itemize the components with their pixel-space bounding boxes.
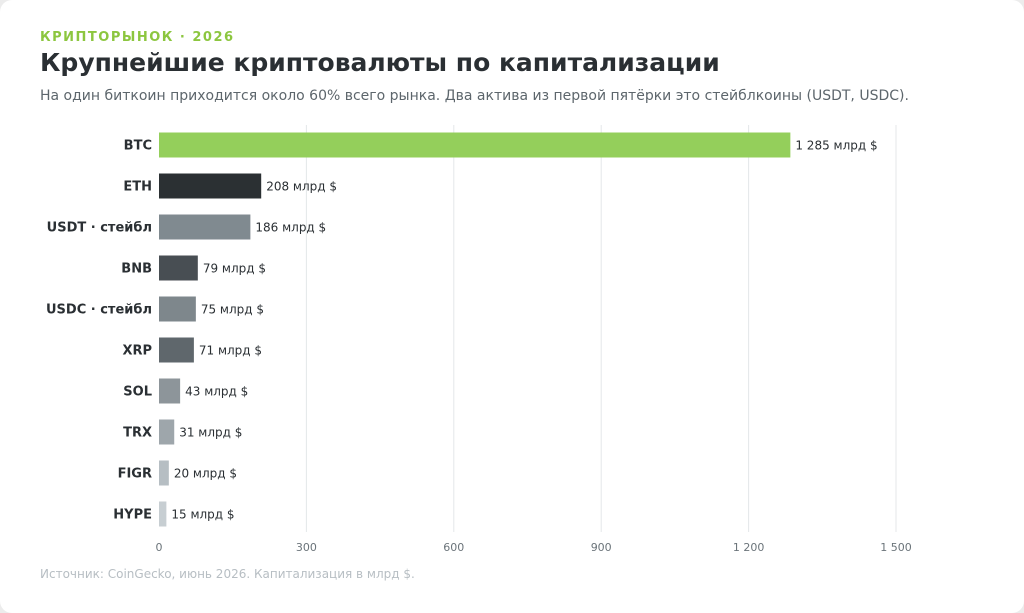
category-label: BNB [121, 262, 152, 277]
x-tick-label: 300 [296, 541, 317, 554]
value-label: 71 млрд $ [199, 344, 262, 358]
category-label: FIGR [118, 467, 152, 482]
bar-5 [159, 337, 194, 363]
label-layer: BTC 1 285 млрд $ ETH 208 млрд $ USDT · стейб… [46, 139, 878, 523]
value-label: 20 млрд $ [174, 467, 237, 481]
bar-layer [159, 132, 791, 527]
value-label: 75 млрд $ [201, 303, 264, 317]
category-label: ETH [123, 180, 152, 195]
grid-layer [305, 125, 897, 532]
category-label: HYPE [113, 508, 152, 523]
value-label: 43 млрд $ [185, 385, 248, 399]
category-label: SOL [123, 385, 152, 400]
x-axis-ticks: 0 300 600 900 1 200 1 500 [156, 541, 912, 554]
bar-7 [159, 419, 175, 445]
x-tick-label: 0 [156, 541, 163, 554]
bar-0 [159, 132, 791, 158]
eyebrow-label: КРИПТОРЫНОК · 2026 [40, 30, 235, 45]
x-tick-label: 1 200 [733, 541, 765, 554]
bar-9 [159, 501, 167, 527]
category-label: BTC [124, 139, 152, 154]
category-label: TRX [123, 426, 152, 441]
chart-title: Крупнейшие криптовалюты по капитализации [40, 48, 720, 77]
value-label: 186 млрд $ [255, 221, 326, 235]
category-label: XRP [122, 344, 152, 359]
x-tick-label: 900 [591, 541, 612, 554]
x-tick-label: 600 [443, 541, 464, 554]
value-label: 79 млрд $ [203, 262, 266, 276]
category-label: USDC · стейбл [46, 303, 152, 318]
bar-6 [159, 378, 181, 404]
category-label: USDT · стейбл [47, 221, 152, 236]
bar-3 [159, 255, 198, 281]
value-label: 31 млрд $ [179, 426, 242, 440]
value-label: 208 млрд $ [266, 180, 337, 194]
chart-subtitle: На один биткоин приходится около 60% все… [40, 88, 909, 104]
bar-1 [159, 173, 262, 199]
x-tick-label: 1 500 [880, 541, 912, 554]
source-note: Источник: CoinGecko, июнь 2026. Капитали… [40, 567, 415, 581]
bar-2 [159, 214, 251, 240]
value-label: 1 285 млрд $ [795, 139, 877, 153]
bar-4 [159, 296, 196, 322]
bar-8 [159, 460, 169, 486]
value-label: 15 млрд $ [171, 508, 234, 522]
